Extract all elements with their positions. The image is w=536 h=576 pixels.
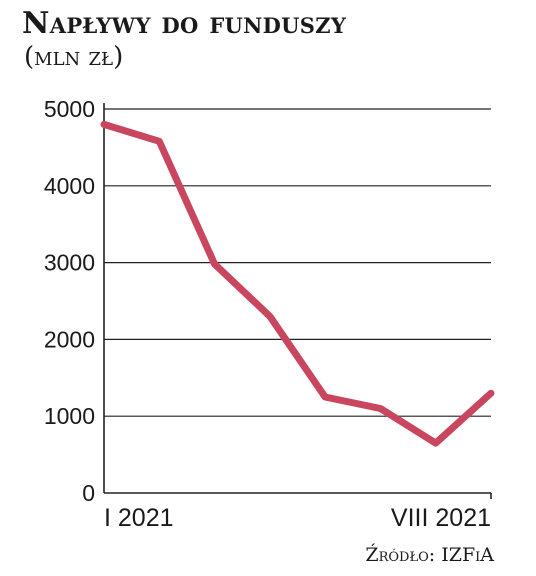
series-line <box>100 120 495 447</box>
chart-title: Napływy do funduszy <box>22 6 347 41</box>
x-tick-label: VIII 2021 <box>391 504 491 532</box>
y-tick-label: 2000 <box>44 326 95 352</box>
y-tick-label: 4000 <box>44 173 95 199</box>
y-axis-ticks: 0 1000 2000 3000 4000 5000 <box>44 96 95 506</box>
x-tick-label: I 2021 <box>104 504 174 532</box>
y-tick-label: 5000 <box>44 96 95 122</box>
x-axis <box>103 103 492 499</box>
grid-lines <box>104 108 491 417</box>
source-note: Źródło: IZFiA <box>365 544 494 566</box>
y-tick-label: 0 <box>82 480 95 506</box>
y-tick-label: 1000 <box>44 403 95 429</box>
x-axis-ticks: I 2021 VIII 2021 <box>104 504 491 532</box>
y-tick-label: 3000 <box>44 250 95 276</box>
series-polyline <box>100 120 495 447</box>
chart-subtitle: (mln zł) <box>24 42 124 72</box>
